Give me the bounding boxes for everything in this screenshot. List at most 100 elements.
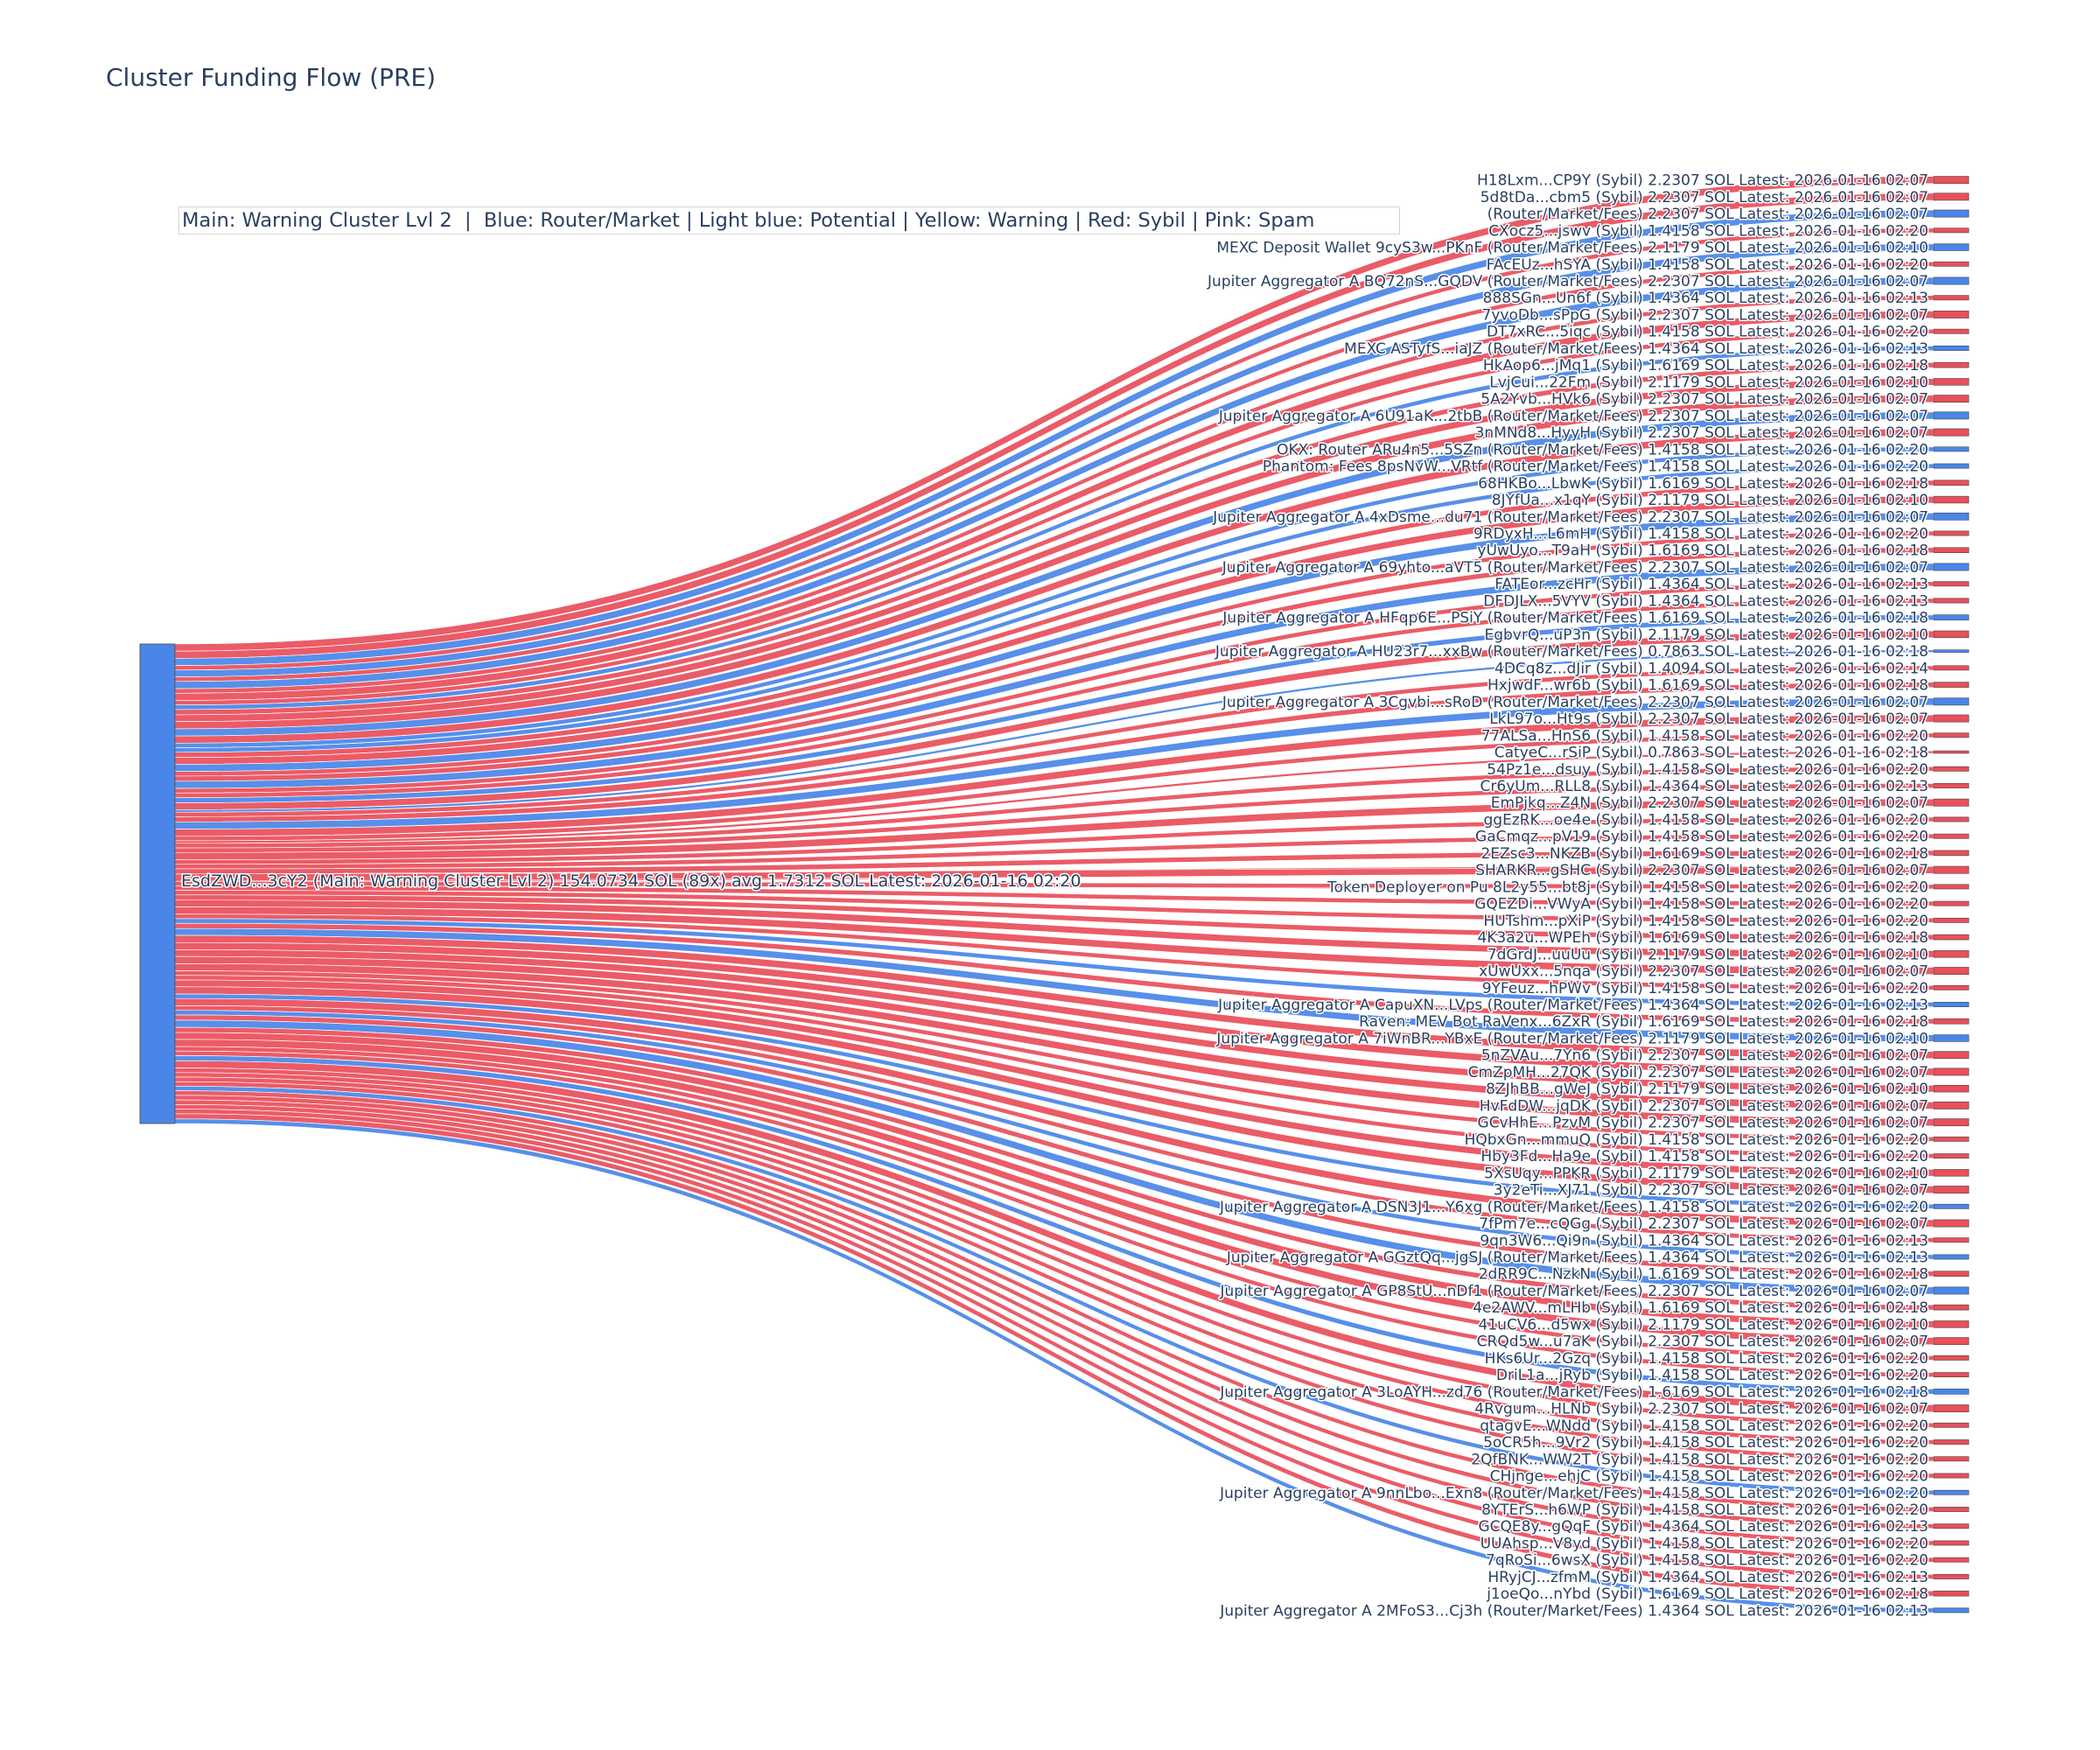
target-node[interactable] xyxy=(1933,967,1970,975)
target-node[interactable] xyxy=(1933,1068,1970,1076)
target-node[interactable] xyxy=(1933,295,1970,301)
target-node-label: 4DCq8z...dJir (Sybil) 1.4094 SOL Latest:… xyxy=(1494,660,1928,677)
target-node[interactable] xyxy=(1933,630,1970,639)
target-node[interactable] xyxy=(1933,428,1970,437)
target-node[interactable] xyxy=(1933,1153,1970,1159)
target-node[interactable] xyxy=(1933,228,1970,234)
source-node[interactable] xyxy=(139,643,176,1124)
target-node[interactable] xyxy=(1933,1557,1970,1563)
target-node[interactable] xyxy=(1933,1422,1970,1428)
target-node[interactable] xyxy=(1933,346,1970,351)
target-node[interactable] xyxy=(1933,463,1970,469)
target-node[interactable] xyxy=(1933,1507,1970,1512)
target-node[interactable] xyxy=(1933,1540,1970,1546)
target-node[interactable] xyxy=(1933,176,1970,185)
target-node[interactable] xyxy=(1933,395,1970,403)
target-node[interactable] xyxy=(1933,480,1970,486)
target-node[interactable] xyxy=(1933,850,1970,857)
target-node[interactable] xyxy=(1933,1337,1970,1346)
target-node[interactable] xyxy=(1933,547,1970,554)
target-node[interactable] xyxy=(1933,192,1970,201)
target-node[interactable] xyxy=(1933,1573,1970,1579)
target-node[interactable] xyxy=(1933,209,1970,218)
target-node[interactable] xyxy=(1933,1034,1970,1042)
legend-box xyxy=(178,206,1400,234)
target-node[interactable] xyxy=(1933,1002,1970,1007)
target-node[interactable] xyxy=(1933,1489,1970,1495)
target-node[interactable] xyxy=(1933,750,1970,754)
target-node[interactable] xyxy=(1933,950,1970,958)
target-node[interactable] xyxy=(1933,816,1970,822)
target-node-label: Jupiter Aggregator A 7iWnBR...YBxE (Rout… xyxy=(1215,1030,1928,1047)
target-node[interactable] xyxy=(1933,1372,1970,1378)
target-node[interactable] xyxy=(1933,884,1970,890)
target-node[interactable] xyxy=(1933,581,1970,587)
target-node[interactable] xyxy=(1933,1523,1970,1530)
target-node[interactable] xyxy=(1933,649,1970,653)
target-node[interactable] xyxy=(1933,1404,1970,1412)
target-node[interactable] xyxy=(1933,1607,1970,1614)
target-nodes xyxy=(1933,176,1970,1614)
target-node[interactable] xyxy=(1933,598,1970,604)
target-node[interactable] xyxy=(1933,984,1970,990)
target-node-label: LvjCui...22Fm (Sybil) 2.1179 SOL Latest:… xyxy=(1489,374,1928,391)
target-node[interactable] xyxy=(1933,934,1970,941)
target-node[interactable] xyxy=(1933,1270,1970,1278)
target-node[interactable] xyxy=(1933,1186,1970,1194)
source-node-label: EsdZWD...3cY2 (Main: Warning Cluster Lvl… xyxy=(181,872,1081,891)
target-node[interactable] xyxy=(1933,697,1970,706)
target-node[interactable] xyxy=(1933,665,1970,671)
target-node[interactable] xyxy=(1933,900,1970,906)
target-node[interactable] xyxy=(1933,1169,1970,1177)
target-node[interactable] xyxy=(1933,1219,1970,1228)
target-node[interactable] xyxy=(1933,311,1970,318)
target-node-label: qtagvE...WNdd (Sybil) 1.4158 SOL Latest:… xyxy=(1480,1418,1928,1435)
target-node[interactable] xyxy=(1933,917,1970,923)
target-node-label: Phantom: Fees 8psNvW...VRtf (Router/Mark… xyxy=(1263,458,1928,476)
target-node[interactable] xyxy=(1933,865,1970,874)
target-node[interactable] xyxy=(1933,378,1970,386)
target-node[interactable] xyxy=(1933,1304,1970,1311)
target-node[interactable] xyxy=(1933,614,1970,620)
target-node[interactable] xyxy=(1933,1136,1970,1142)
target-node[interactable] xyxy=(1933,1590,1970,1597)
target-node[interactable] xyxy=(1933,1473,1970,1479)
target-node[interactable] xyxy=(1933,276,1970,285)
target-node[interactable] xyxy=(1933,261,1970,267)
target-node-label: Jupiter Aggregator A BQ72nS...GQDV (Rout… xyxy=(1207,273,1928,290)
target-node[interactable] xyxy=(1933,530,1970,536)
target-node[interactable] xyxy=(1933,1102,1970,1110)
target-node[interactable] xyxy=(1933,1254,1970,1260)
target-node-label: 3y2eTi...XJ71 (Sybil) 2.2307 SOL Latest:… xyxy=(1494,1182,1928,1200)
target-node[interactable] xyxy=(1933,1286,1970,1295)
target-node[interactable] xyxy=(1933,682,1970,688)
target-node[interactable] xyxy=(1933,1354,1970,1361)
target-node[interactable] xyxy=(1933,446,1970,452)
target-node[interactable] xyxy=(1933,1456,1970,1462)
target-node[interactable] xyxy=(1933,512,1970,521)
target-node[interactable] xyxy=(1933,732,1970,738)
target-node[interactable] xyxy=(1933,1084,1970,1093)
target-node[interactable] xyxy=(1933,563,1970,571)
target-node[interactable] xyxy=(1933,1389,1970,1395)
target-node[interactable] xyxy=(1933,783,1970,788)
chart-title: Cluster Funding Flow (PRE) xyxy=(106,63,437,92)
target-node[interactable] xyxy=(1933,328,1970,334)
target-node[interactable] xyxy=(1933,766,1970,772)
target-node[interactable] xyxy=(1933,798,1970,807)
target-node[interactable] xyxy=(1933,1118,1970,1127)
target-node[interactable] xyxy=(1933,1203,1970,1209)
target-node[interactable] xyxy=(1933,1237,1970,1243)
target-node[interactable] xyxy=(1933,1320,1970,1328)
target-node[interactable] xyxy=(1933,495,1970,504)
target-node[interactable] xyxy=(1933,1051,1970,1060)
target-node[interactable] xyxy=(1933,833,1970,839)
target-node[interactable] xyxy=(1933,243,1970,251)
target-node[interactable] xyxy=(1933,714,1970,723)
target-node[interactable] xyxy=(1933,411,1970,420)
target-node-label: (Router/Market/Fees) 2.2307 SOL Latest: … xyxy=(1488,206,1928,223)
target-node[interactable] xyxy=(1933,1439,1970,1445)
target-node[interactable] xyxy=(1933,1018,1970,1025)
target-node[interactable] xyxy=(1933,361,1970,368)
